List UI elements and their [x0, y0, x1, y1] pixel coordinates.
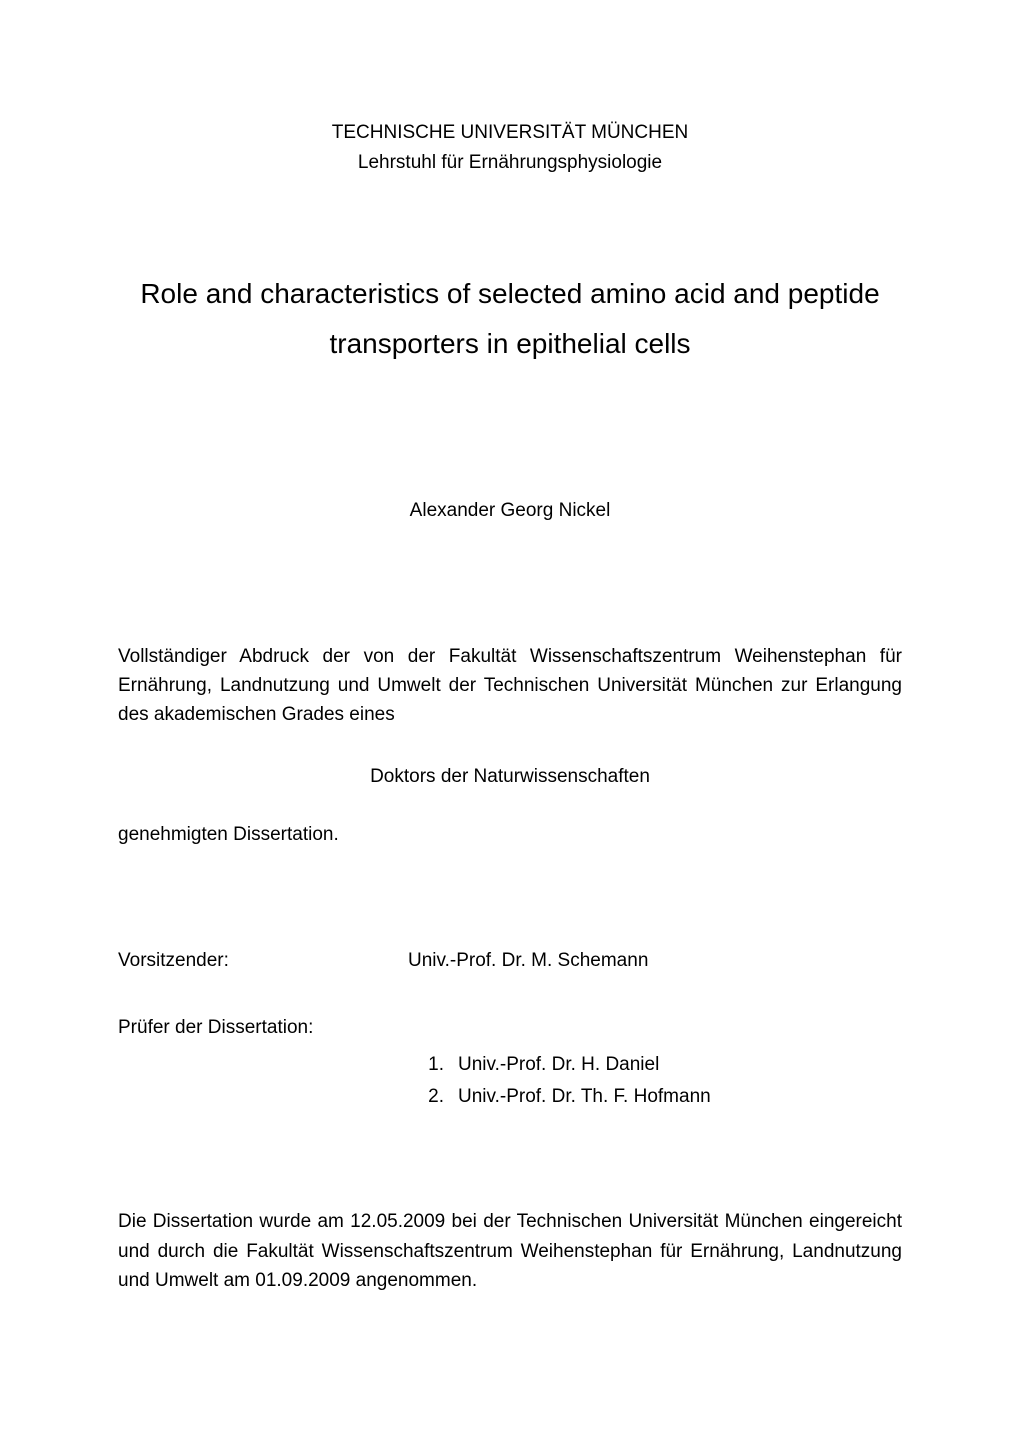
dissertation-title-page: TECHNISCHE UNIVERSITÄT MÜNCHEN Lehrstuhl…: [0, 0, 1020, 1442]
degree-name: Doktors der Naturwissenschaften: [118, 766, 902, 788]
chair-name: Lehrstuhl für Ernährungsphysiologie: [118, 148, 902, 178]
committee-chair-label: Vorsitzender:: [118, 946, 408, 975]
submission-paragraph: Die Dissertation wurde am 12.05.2009 bei…: [118, 1207, 902, 1295]
institution-block: TECHNISCHE UNIVERSITÄT MÜNCHEN Lehrstuhl…: [118, 118, 902, 179]
dissertation-title: Role and characteristics of selected ami…: [118, 269, 902, 370]
examiners-label: Prüfer der Dissertation:: [118, 1013, 902, 1042]
examiner-row: 2. Univ.-Prof. Dr. Th. F. Hofmann: [408, 1081, 902, 1113]
degree-preamble: Vollständiger Abdruck der von der Fakult…: [118, 642, 902, 730]
title-line-2: transporters in epithelial cells: [118, 319, 902, 369]
degree-block: Vollständiger Abdruck der von der Fakult…: [118, 642, 902, 846]
examiner-name: Univ.-Prof. Dr. H. Daniel: [458, 1049, 659, 1081]
examiners-list: 1. Univ.-Prof. Dr. H. Daniel 2. Univ.-Pr…: [408, 1049, 902, 1114]
examiner-row: 1. Univ.-Prof. Dr. H. Daniel: [408, 1049, 902, 1081]
examiner-name: Univ.-Prof. Dr. Th. F. Hofmann: [458, 1081, 711, 1113]
university-name: TECHNISCHE UNIVERSITÄT MÜNCHEN: [118, 118, 902, 148]
committee-chair-row: Vorsitzender: Univ.-Prof. Dr. M. Scheman…: [118, 946, 902, 975]
author-name: Alexander Georg Nickel: [118, 500, 902, 522]
approved-text: genehmigten Dissertation.: [118, 824, 902, 846]
committee-block: Vorsitzender: Univ.-Prof. Dr. M. Scheman…: [118, 946, 902, 1113]
examiner-number: 2.: [408, 1081, 458, 1113]
committee-chair-name: Univ.-Prof. Dr. M. Schemann: [408, 946, 902, 975]
examiner-number: 1.: [408, 1049, 458, 1081]
title-line-1: Role and characteristics of selected ami…: [118, 269, 902, 319]
